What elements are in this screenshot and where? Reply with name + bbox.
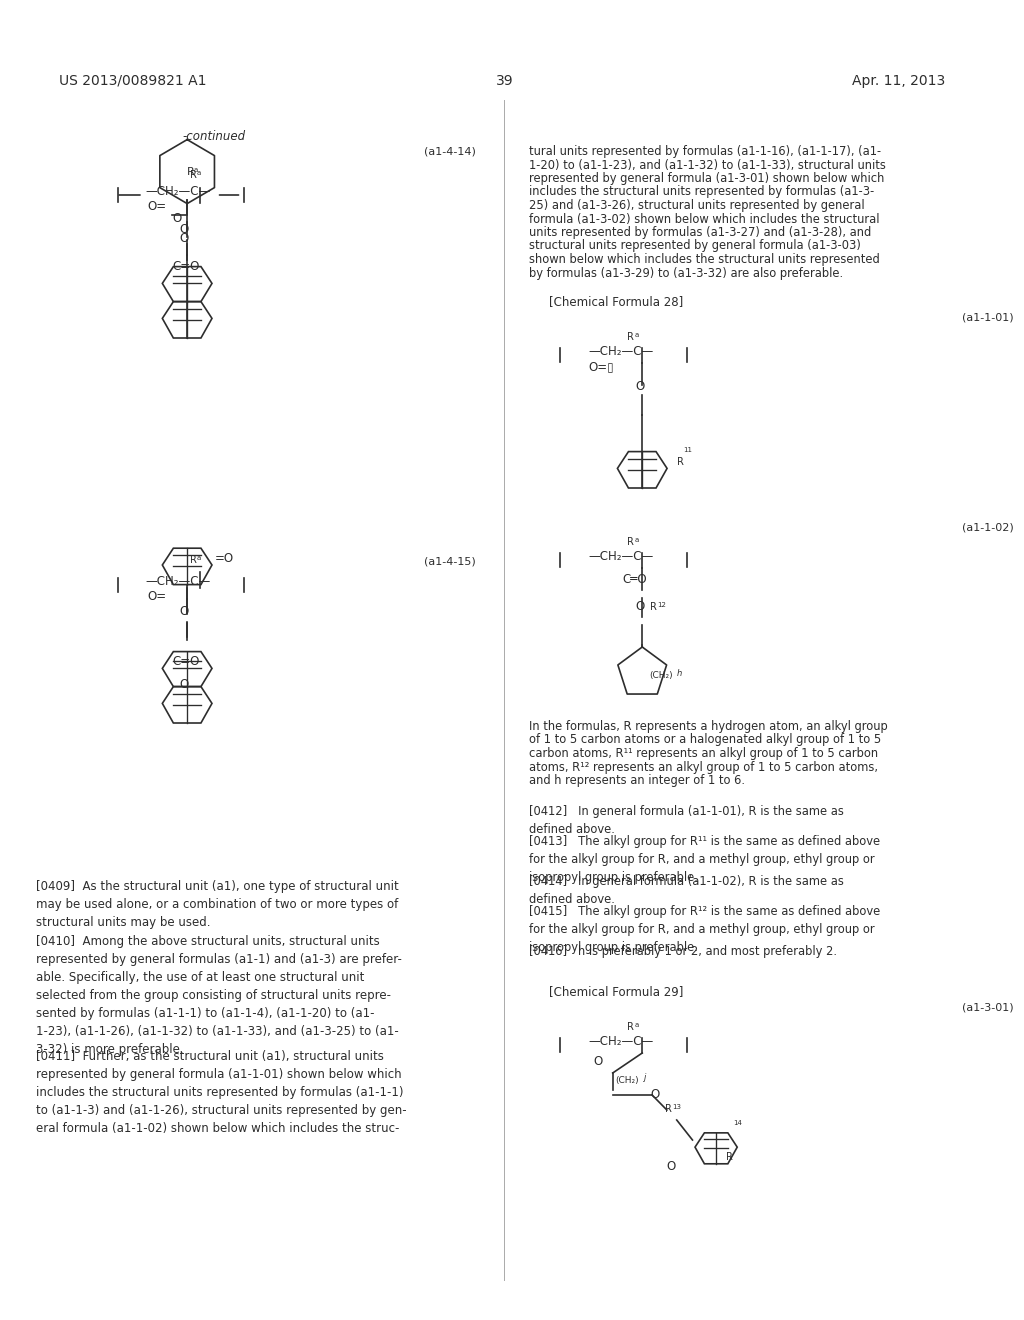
Text: R: R: [628, 333, 634, 342]
Text: structural units represented by general formula (a1-3-03): structural units represented by general …: [529, 239, 861, 252]
Text: a: a: [197, 554, 202, 561]
Text: R: R: [190, 554, 197, 565]
Text: (CH₂): (CH₂): [649, 671, 673, 680]
Text: tural units represented by formulas (a1-1-16), (a1-1-17), (a1-: tural units represented by formulas (a1-…: [529, 145, 881, 158]
Text: [0410]  Among the above structural units, structural units
represented by genera: [0410] Among the above structural units,…: [37, 935, 402, 1056]
Text: formula (a1-3-02) shown below which includes the structural: formula (a1-3-02) shown below which incl…: [529, 213, 880, 226]
Text: O: O: [179, 223, 188, 236]
Text: O: O: [667, 1160, 676, 1173]
Text: R: R: [726, 1152, 733, 1162]
Text: 12: 12: [657, 602, 666, 609]
Text: R: R: [190, 170, 197, 180]
Text: —CH₂—C—: —CH₂—C—: [145, 185, 211, 198]
Text: [0414]   In general formula (a1-1-02), R is the same as
defined above.: [0414] In general formula (a1-1-02), R i…: [529, 875, 844, 906]
Text: R: R: [187, 168, 195, 177]
Text: O=: O=: [147, 590, 167, 603]
Text: C═O: C═O: [623, 573, 647, 586]
Text: (a1-4-14): (a1-4-14): [424, 147, 475, 157]
Text: 39: 39: [496, 74, 513, 88]
Text: O: O: [635, 380, 644, 393]
Text: shown below which includes the structural units represented: shown below which includes the structura…: [529, 253, 880, 267]
Text: represented by general formula (a1-3-01) shown below which: represented by general formula (a1-3-01)…: [529, 172, 885, 185]
Text: a: a: [197, 170, 202, 176]
Text: by formulas (a1-3-29) to (a1-3-32) are also preferable.: by formulas (a1-3-29) to (a1-3-32) are a…: [529, 267, 843, 280]
Text: (a1-1-02): (a1-1-02): [963, 521, 1014, 532]
Text: O: O: [593, 1055, 602, 1068]
Text: R: R: [665, 1104, 672, 1114]
Text: R: R: [628, 537, 634, 546]
Text: h: h: [677, 669, 682, 678]
Text: 11: 11: [684, 447, 692, 453]
Text: O: O: [172, 211, 181, 224]
Text: 25) and (a1-3-26), structural units represented by general: 25) and (a1-3-26), structural units repr…: [529, 199, 864, 213]
Text: carbon atoms, R¹¹ represents an alkyl group of 1 to 5 carbon: carbon atoms, R¹¹ represents an alkyl gr…: [529, 747, 879, 760]
Text: R: R: [628, 1022, 634, 1032]
Text: and h represents an integer of 1 to 6.: and h represents an integer of 1 to 6.: [529, 774, 745, 787]
Text: j: j: [644, 1073, 646, 1082]
Text: C=O: C=O: [172, 656, 200, 668]
Text: —CH₂—C—: —CH₂—C—: [588, 345, 653, 358]
Text: R: R: [650, 602, 657, 612]
Text: —CH₂—C—: —CH₂—C—: [145, 576, 211, 587]
Text: includes the structural units represented by formulas (a1-3-: includes the structural units represente…: [529, 186, 874, 198]
Text: [0411]  Further, as the structural unit (a1), structural units
represented by ge: [0411] Further, as the structural unit (…: [37, 1049, 408, 1135]
Text: [Chemical Formula 29]: [Chemical Formula 29]: [549, 985, 683, 998]
Text: R: R: [677, 457, 684, 467]
Text: O: O: [179, 678, 188, 692]
Text: C=O: C=O: [172, 260, 200, 273]
Text: —CH₂—C—: —CH₂—C—: [588, 550, 653, 564]
Text: O: O: [650, 1088, 659, 1101]
Text: [0413]   The alkyl group for R¹¹ is the same as defined above
for the alkyl grou: [0413] The alkyl group for R¹¹ is the sa…: [529, 836, 880, 884]
Text: O: O: [635, 601, 644, 612]
Text: (a1-4-15): (a1-4-15): [424, 557, 475, 568]
Text: =O: =O: [215, 552, 233, 565]
Text: [0416]   h is preferably 1 or 2, and most preferably 2.: [0416] h is preferably 1 or 2, and most …: [529, 945, 837, 958]
Text: O: O: [179, 605, 188, 618]
Text: a: a: [634, 333, 639, 338]
Text: [0415]   The alkyl group for R¹² is the same as defined above
for the alkyl grou: [0415] The alkyl group for R¹² is the sa…: [529, 906, 881, 954]
Text: (a1-3-01): (a1-3-01): [963, 1002, 1014, 1012]
Text: 14: 14: [733, 1119, 741, 1126]
Text: atoms, R¹² represents an alkyl group of 1 to 5 carbon atoms,: atoms, R¹² represents an alkyl group of …: [529, 760, 878, 774]
Text: a: a: [634, 1022, 639, 1028]
Text: -continued: -continued: [182, 129, 246, 143]
Text: In the formulas, R represents a hydrogen atom, an alkyl group: In the formulas, R represents a hydrogen…: [529, 719, 888, 733]
Text: Apr. 11, 2013: Apr. 11, 2013: [852, 74, 945, 88]
Text: O=▯: O=▯: [588, 360, 613, 374]
Text: (a1-1-01): (a1-1-01): [963, 312, 1014, 322]
Text: [Chemical Formula 28]: [Chemical Formula 28]: [549, 294, 683, 308]
Text: O=: O=: [147, 201, 167, 213]
Text: US 2013/0089821 A1: US 2013/0089821 A1: [59, 74, 207, 88]
Text: a: a: [195, 168, 199, 173]
Text: of 1 to 5 carbon atoms or a halogenated alkyl group of 1 to 5: of 1 to 5 carbon atoms or a halogenated …: [529, 734, 882, 747]
Text: —CH₂—C—: —CH₂—C—: [588, 1035, 653, 1048]
Text: [0409]  As the structural unit (a1), one type of structural unit
may be used alo: [0409] As the structural unit (a1), one …: [37, 880, 399, 929]
Text: (CH₂): (CH₂): [615, 1076, 639, 1085]
Text: 1-20) to (a1-1-23), and (a1-1-32) to (a1-1-33), structural units: 1-20) to (a1-1-23), and (a1-1-32) to (a1…: [529, 158, 886, 172]
Text: 13: 13: [672, 1104, 681, 1110]
Text: [0412]   In general formula (a1-1-01), R is the same as
defined above.: [0412] In general formula (a1-1-01), R i…: [529, 805, 844, 836]
Text: units represented by formulas (a1-3-27) and (a1-3-28), and: units represented by formulas (a1-3-27) …: [529, 226, 871, 239]
Text: a: a: [634, 537, 639, 543]
Text: O: O: [179, 231, 188, 244]
